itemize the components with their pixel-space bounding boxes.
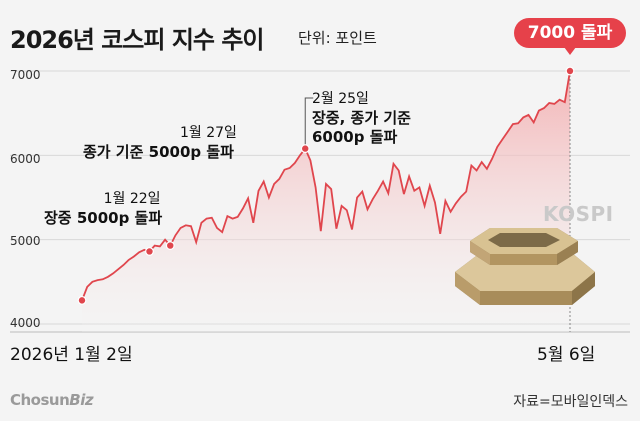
chosunbiz-logo: ChosunBiz [10, 391, 94, 409]
series-label-kospi: KOSPI [543, 202, 614, 226]
y-tick-5000: 5000 [10, 234, 41, 248]
annotation-jan22-date: 1월 22일 [103, 191, 161, 207]
source-text: 자료=모바일인덱스 [513, 394, 628, 410]
kospi-area [82, 71, 570, 332]
unit-label: 단위: 포인트 [298, 29, 377, 47]
annotation-feb25-text1: 장중, 종가 기준 [312, 109, 411, 127]
annotation-jan22-text: 장중 5000p 돌파 [44, 209, 163, 227]
y-tick-4000: 4000 [10, 316, 41, 330]
marker-jan22 [145, 247, 154, 256]
chart-title: 2026년 코스피 지수 추이 [10, 26, 265, 54]
kospi-line [81, 70, 571, 301]
annotation-jan22: 1월 22일 장중 5000p 돌파 [44, 190, 162, 228]
annotation-feb25: 2월 25일 장중, 종가 기준 6000p 돌파 [298, 90, 411, 147]
connector-feb25 [304, 97, 314, 145]
annotation-jan27-text: 종가 기준 5000p 돌파 [82, 143, 234, 161]
marker-jan27 [165, 241, 175, 250]
annotation-feb25-date: 2월 25일 [312, 91, 369, 107]
annotation-jan27-date: 1월 27일 [180, 125, 237, 141]
marker-feb25 [300, 144, 310, 153]
x-tick-end: 5월 6일 [537, 345, 596, 365]
annotation-feb25-text2: 6000p 돌파 [312, 128, 398, 146]
annotation-jan27: 1월 27일 종가 기준 5000p 돌파 [80, 124, 237, 162]
x-tick-start: 2026년 1월 2일 [10, 345, 133, 365]
y-tick-6000: 6000 [10, 152, 41, 166]
callout-7000: 7000 돌파 [514, 18, 626, 55]
marker-may6 [565, 66, 575, 76]
marker-start [77, 295, 87, 305]
y-tick-7000: 7000 [10, 68, 41, 82]
annotation-connectors [304, 97, 314, 145]
hexagon-blocks-graphic [455, 228, 595, 305]
annotation-markers [77, 66, 575, 305]
